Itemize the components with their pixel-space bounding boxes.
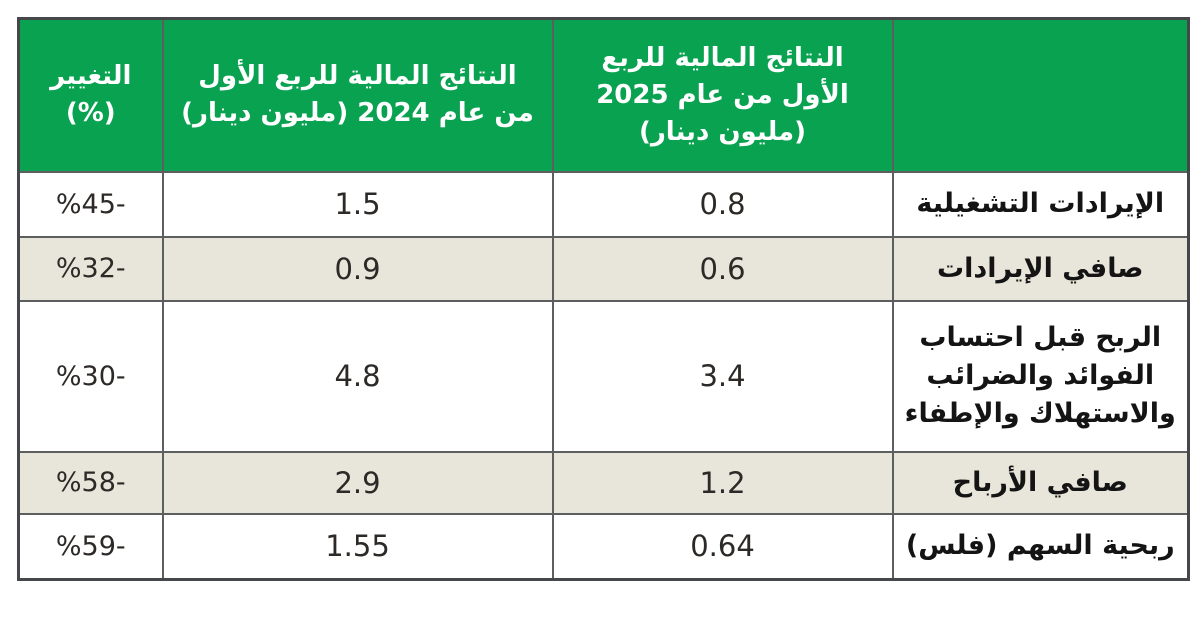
table-row: الإيرادات التشغيلية 0.8 1.5 %45-	[17, 170, 1190, 238]
change-cell: %59-	[17, 512, 164, 581]
change-cell: %58-	[17, 450, 164, 515]
table-row: صافي الأرباح 1.2 2.9 %58-	[17, 450, 1190, 515]
value-2025-cell: 1.2	[551, 450, 894, 515]
value-2025-cell: 0.6	[551, 235, 894, 302]
table-row: الربح قبل احتساب الفوائد والضرائب والاست…	[17, 299, 1190, 453]
row-label-cell: صافي الإيرادات	[891, 235, 1190, 302]
financial-results-table-container: النتائج المالية للربع الأول من عام 2025 …	[17, 17, 1190, 581]
value-2025-cell: 0.8	[551, 170, 894, 238]
value-2025-cell: 0.64	[551, 512, 894, 581]
change-cell: %32-	[17, 235, 164, 302]
header-q1-2024: النتائج المالية للربع الأول من عام 2024 …	[161, 17, 554, 173]
header-change: التغيير (%)	[17, 17, 164, 173]
row-label-cell: ربحية السهم (فلس)	[891, 512, 1190, 581]
row-label-cell: صافي الأرباح	[891, 450, 1190, 515]
financial-results-table: النتائج المالية للربع الأول من عام 2025 …	[17, 17, 1190, 581]
change-cell: %45-	[17, 170, 164, 238]
value-2024-cell: 4.8	[161, 299, 554, 453]
value-2024-cell: 2.9	[161, 450, 554, 515]
change-cell: %30-	[17, 299, 164, 453]
row-label-cell: الربح قبل احتساب الفوائد والضرائب والاست…	[891, 299, 1190, 453]
value-2024-cell: 1.5	[161, 170, 554, 238]
table-row: صافي الإيرادات 0.6 0.9 %32-	[17, 235, 1190, 302]
header-row: النتائج المالية للربع الأول من عام 2025 …	[17, 17, 1190, 173]
row-label-cell: الإيرادات التشغيلية	[891, 170, 1190, 238]
table-row: ربحية السهم (فلس) 0.64 1.55 %59-	[17, 512, 1190, 581]
header-q1-2025: النتائج المالية للربع الأول من عام 2025 …	[551, 17, 894, 173]
value-2024-cell: 0.9	[161, 235, 554, 302]
value-2024-cell: 1.55	[161, 512, 554, 581]
value-2025-cell: 3.4	[551, 299, 894, 453]
header-row-label	[891, 17, 1190, 173]
